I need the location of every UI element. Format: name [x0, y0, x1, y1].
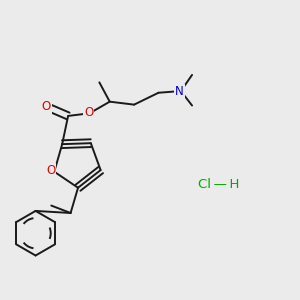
Text: N: N: [175, 85, 184, 98]
Text: O: O: [84, 106, 94, 118]
Text: O: O: [46, 164, 55, 177]
Text: O: O: [42, 100, 51, 112]
Text: Cl — H: Cl — H: [198, 178, 239, 191]
